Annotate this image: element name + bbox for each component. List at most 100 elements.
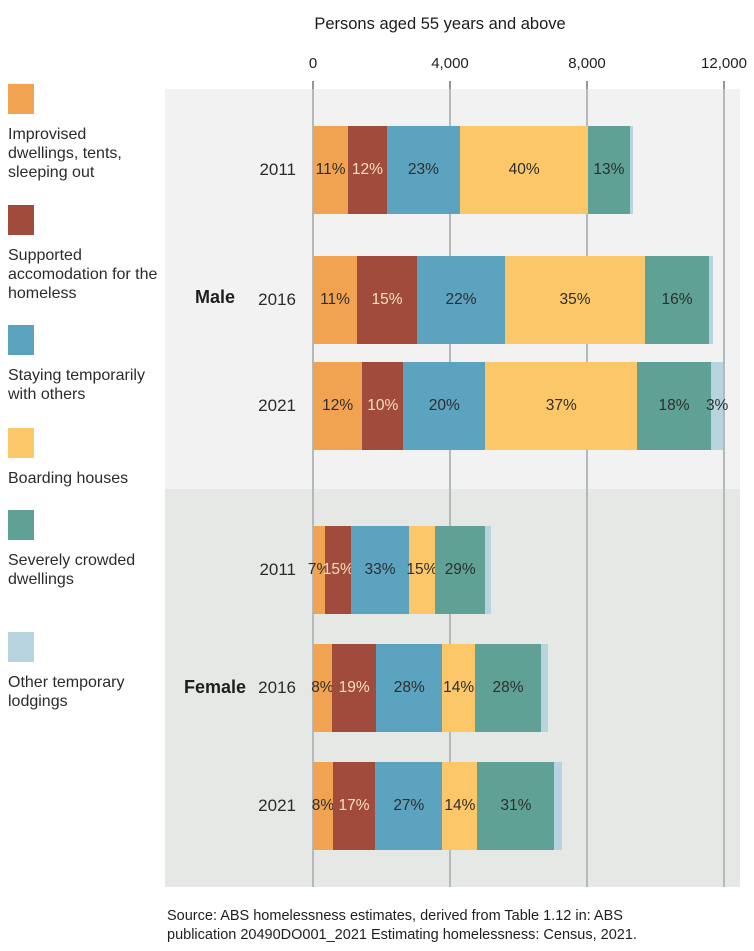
legend-swatch <box>8 325 34 355</box>
gridline <box>449 89 451 887</box>
segment-label: 28% <box>393 679 425 696</box>
segment-label: 28% <box>492 679 524 696</box>
bar-segment <box>629 126 633 214</box>
legend-label: Staying temporarily with others <box>8 367 145 403</box>
segment-label: 11% <box>315 161 346 178</box>
segment-label: 14% <box>444 797 476 814</box>
bar-segment: 37% <box>485 362 638 450</box>
segment-label: 20% <box>428 397 460 414</box>
legend-swatch <box>8 428 34 458</box>
year-label: 2016 <box>258 678 296 697</box>
gridline <box>312 89 314 887</box>
segment-label: 14% <box>443 679 475 696</box>
segment-label: 13% <box>593 161 625 178</box>
segment-label: 19% <box>338 679 370 696</box>
segment-label: 15% <box>322 561 354 578</box>
year-label: 2011 <box>259 160 296 179</box>
legend-item: Staying temporarily with others <box>8 325 160 405</box>
bar-segment: 12% <box>313 362 363 450</box>
segment-label: 35% <box>559 291 591 308</box>
segment-label: 33% <box>364 561 396 578</box>
segment-label: 12% <box>351 161 383 178</box>
bar-segment: 35% <box>505 256 645 344</box>
x-axis-tick-mark <box>723 81 725 90</box>
bar-segment: 17% <box>332 762 376 850</box>
bar-segment: 11% <box>313 126 349 214</box>
segment-label: 23% <box>407 161 439 178</box>
bar-segment <box>554 762 562 850</box>
segment-label: 31% <box>500 797 532 814</box>
group-label: Male <box>194 287 236 307</box>
segment-label: 12% <box>322 397 354 414</box>
bar-segment: 14% <box>442 644 476 732</box>
legend-swatch <box>8 84 34 114</box>
bar-segment: 18% <box>637 362 711 450</box>
segment-label: 29% <box>444 561 476 578</box>
bar-segment: 31% <box>477 762 555 850</box>
legend-item: Supported accomodation for the homeless <box>8 205 160 304</box>
segment-label: 10% <box>367 397 399 414</box>
bar-segment: 15% <box>357 256 417 344</box>
x-axis-tick-mark <box>449 81 451 90</box>
bar-segment: 19% <box>331 644 377 732</box>
bar-segment: 8% <box>311 762 335 850</box>
segment-label: 8% <box>311 797 335 814</box>
bar-segment: 13% <box>588 126 630 214</box>
bar-segment: 40% <box>460 126 589 214</box>
segment-label: 7% <box>307 561 331 578</box>
segment-label: 17% <box>338 797 370 814</box>
x-axis-tick-label: 12,000 <box>701 55 747 72</box>
legend-label: Supported accomodation for the homeless <box>8 247 158 302</box>
legend-item: Improvised dwellings, tents, sleeping ou… <box>8 84 160 183</box>
bar-segment: 16% <box>645 256 709 344</box>
bar-segment: 20% <box>403 362 486 450</box>
bar-segment: 22% <box>417 256 505 344</box>
year-label: 2011 <box>259 560 296 579</box>
plot-area: Male 2011 11% 12% 23% 40% 13% 2016 11% 15% 22% 35% 1… <box>165 89 740 887</box>
legend-swatch <box>8 510 34 540</box>
gridline <box>586 89 588 887</box>
bar-segment: 29% <box>434 526 486 614</box>
segment-label: 11% <box>320 291 350 308</box>
x-axis-tick-label: 4,000 <box>431 55 469 72</box>
bar-segment <box>485 526 491 614</box>
segment-label: 22% <box>445 291 477 308</box>
stacked-bar: 12% 10% 20% 37% 18% 3% <box>313 362 728 450</box>
segment-label: 15% <box>406 561 438 578</box>
segment-label: 37% <box>545 397 577 414</box>
legend-label: Other temporary lodgings <box>8 674 125 710</box>
legend-swatch <box>8 632 34 662</box>
x-axis-tick-label: 8,000 <box>568 55 606 72</box>
legend-item: Other temporary lodgings <box>8 632 160 712</box>
segment-label: 8% <box>311 679 334 696</box>
bar-segment: 8% <box>311 644 334 732</box>
bar-segment: 12% <box>348 126 387 214</box>
legend-label: Improvised dwellings, tents, sleeping ou… <box>8 126 122 181</box>
segment-label: 16% <box>661 291 693 308</box>
stacked-bar: 11% 15% 22% 35% 16% <box>313 256 713 344</box>
year-label: 2021 <box>258 796 296 815</box>
legend-label: Severely crowded dwellings <box>8 552 136 588</box>
source-note: Source: ABS homelessness estimates, deri… <box>167 908 637 943</box>
bar-segment: 7% <box>308 526 330 614</box>
x-axis-tick-mark <box>586 81 588 90</box>
x-axis-tick-label: 0 <box>308 55 318 72</box>
bar-segment: 23% <box>386 126 461 214</box>
stacked-bar: 8% 19% 28% 14% 28% <box>311 644 548 732</box>
bar-segment <box>709 256 713 344</box>
bar-segment: 3% <box>706 362 728 450</box>
segment-label: 27% <box>393 797 425 814</box>
segment-label: 15% <box>371 291 403 308</box>
bar-segment: 15% <box>406 526 438 614</box>
bar-segment <box>540 644 548 732</box>
bar-segment: 27% <box>375 762 443 850</box>
stacked-bar: 7% 15% 33% 15% 29% <box>308 526 491 614</box>
year-label: 2021 <box>258 396 296 415</box>
bar-segment: 28% <box>376 644 443 732</box>
bar-segment: 15% <box>322 526 354 614</box>
bar-segment: 11% <box>313 256 357 344</box>
year-label: 2016 <box>258 290 296 309</box>
segment-label: 40% <box>508 161 540 178</box>
segment-label: 18% <box>658 397 690 414</box>
